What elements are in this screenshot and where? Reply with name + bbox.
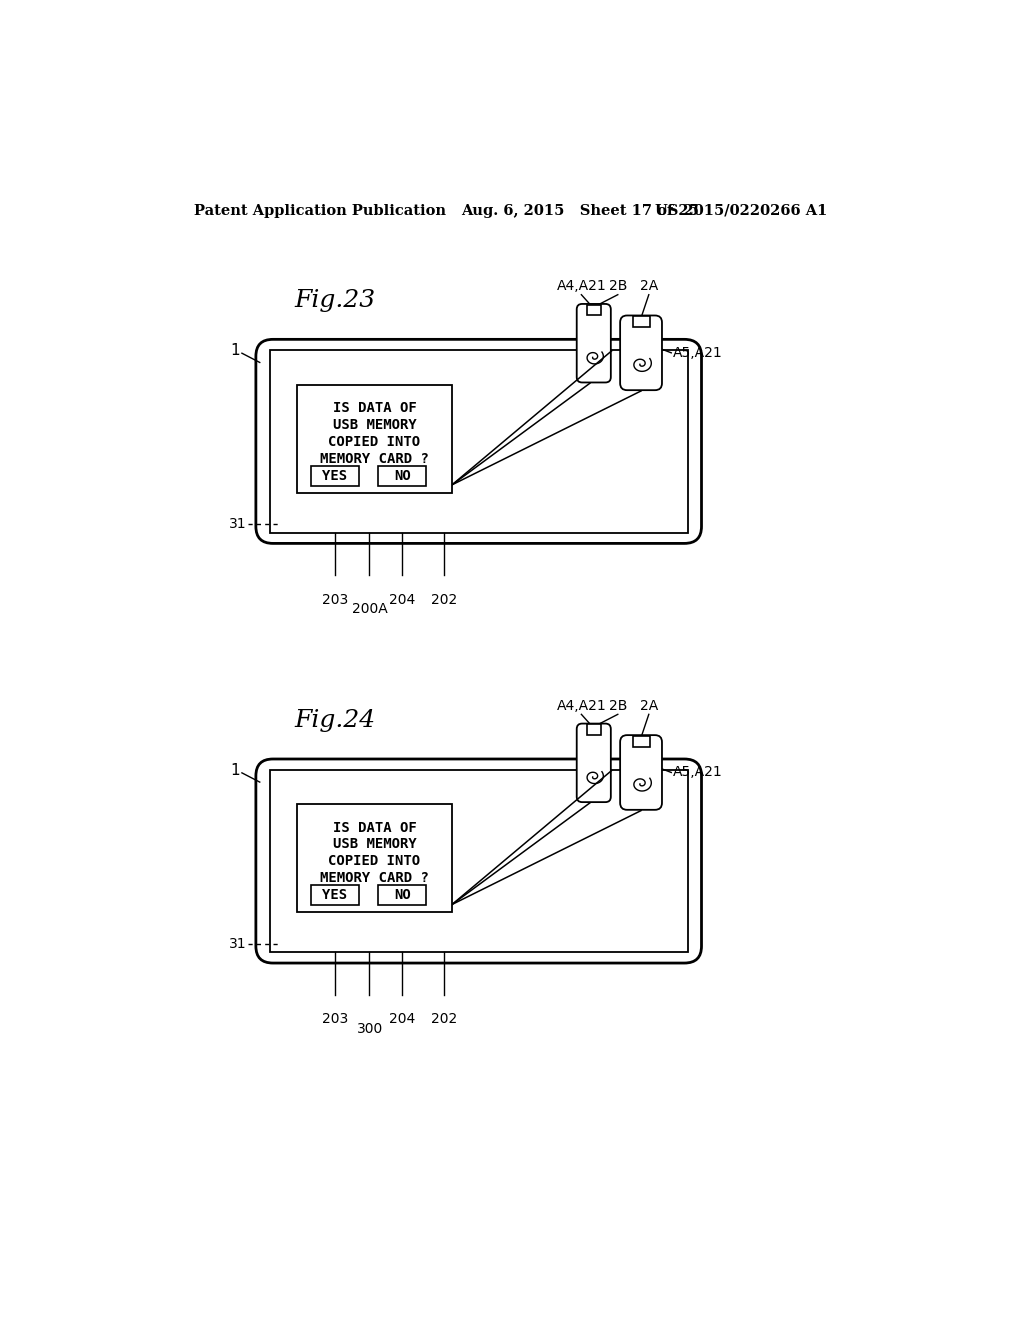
- Text: 2A: 2A: [640, 698, 658, 713]
- Text: USB MEMORY: USB MEMORY: [333, 418, 417, 432]
- Text: Aug. 6, 2015   Sheet 17 of 25: Aug. 6, 2015 Sheet 17 of 25: [461, 203, 699, 218]
- Text: NO: NO: [394, 469, 411, 483]
- Text: YES: YES: [323, 469, 347, 483]
- Text: Fig.24: Fig.24: [295, 709, 376, 733]
- FancyBboxPatch shape: [378, 886, 426, 906]
- Text: Patent Application Publication: Patent Application Publication: [194, 203, 445, 218]
- FancyBboxPatch shape: [311, 466, 359, 486]
- Text: A5,A21: A5,A21: [673, 346, 723, 360]
- Text: A4,A21: A4,A21: [556, 279, 606, 293]
- Text: 300: 300: [357, 1022, 383, 1036]
- Text: COPIED INTO: COPIED INTO: [329, 854, 421, 869]
- FancyBboxPatch shape: [378, 466, 426, 486]
- Text: US 2015/0220266 A1: US 2015/0220266 A1: [655, 203, 827, 218]
- Text: 203: 203: [322, 593, 348, 607]
- FancyBboxPatch shape: [587, 725, 601, 735]
- FancyBboxPatch shape: [621, 735, 662, 810]
- FancyBboxPatch shape: [633, 317, 649, 327]
- Text: A4,A21: A4,A21: [556, 698, 606, 713]
- Text: 2B: 2B: [608, 698, 627, 713]
- Text: 31: 31: [229, 937, 247, 950]
- Text: MEMORY CARD ?: MEMORY CARD ?: [321, 871, 429, 886]
- FancyBboxPatch shape: [297, 804, 452, 912]
- Text: 31: 31: [229, 517, 247, 531]
- FancyBboxPatch shape: [311, 886, 359, 906]
- Text: Fig.23: Fig.23: [295, 289, 376, 313]
- Text: USB MEMORY: USB MEMORY: [333, 837, 417, 851]
- Text: A5,A21: A5,A21: [673, 766, 723, 780]
- FancyBboxPatch shape: [621, 315, 662, 391]
- FancyBboxPatch shape: [256, 759, 701, 964]
- FancyBboxPatch shape: [587, 305, 601, 315]
- Text: IS DATA OF: IS DATA OF: [333, 821, 417, 834]
- FancyBboxPatch shape: [633, 737, 649, 747]
- FancyBboxPatch shape: [577, 304, 611, 383]
- Text: 204: 204: [389, 1012, 416, 1027]
- Text: COPIED INTO: COPIED INTO: [329, 434, 421, 449]
- Text: 200A: 200A: [352, 602, 388, 616]
- Text: 202: 202: [431, 1012, 458, 1027]
- Text: 203: 203: [322, 1012, 348, 1027]
- FancyBboxPatch shape: [297, 385, 452, 492]
- Text: 202: 202: [431, 593, 458, 607]
- Text: 2A: 2A: [640, 279, 658, 293]
- Text: YES: YES: [323, 888, 347, 903]
- FancyBboxPatch shape: [270, 350, 687, 533]
- Text: NO: NO: [394, 888, 411, 903]
- Text: 204: 204: [389, 593, 416, 607]
- Text: 1: 1: [230, 343, 241, 359]
- Text: IS DATA OF: IS DATA OF: [333, 401, 417, 414]
- FancyBboxPatch shape: [270, 770, 687, 952]
- Text: 1: 1: [230, 763, 241, 777]
- FancyBboxPatch shape: [577, 723, 611, 803]
- FancyBboxPatch shape: [256, 339, 701, 544]
- Text: 2B: 2B: [608, 279, 627, 293]
- Text: MEMORY CARD ?: MEMORY CARD ?: [321, 451, 429, 466]
